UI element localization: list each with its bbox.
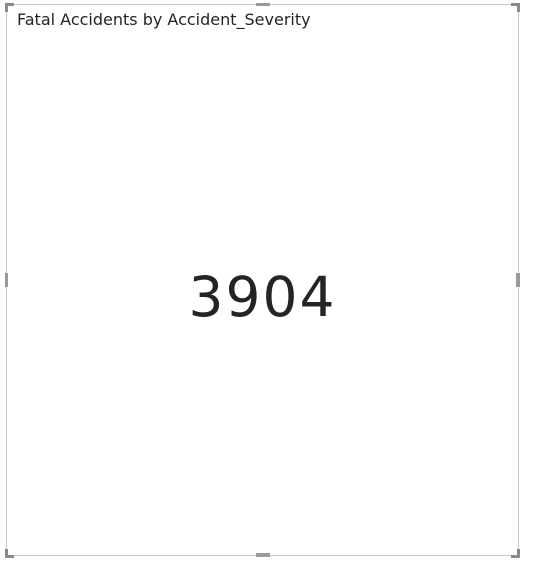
resize-handle-right[interactable] xyxy=(516,273,520,287)
resize-handle-top-left[interactable] xyxy=(5,3,14,12)
resize-handle-top[interactable] xyxy=(256,3,270,6)
resize-handle-left[interactable] xyxy=(5,273,8,287)
card-title: Fatal Accidents by Accident_Severity xyxy=(17,10,311,29)
resize-handle-top-right[interactable] xyxy=(511,3,520,12)
resize-handle-bottom[interactable] xyxy=(256,553,270,557)
card-visual[interactable]: Fatal Accidents by Accident_Severity 390… xyxy=(6,4,519,556)
card-value: 3904 xyxy=(188,265,337,329)
resize-handle-bottom-right[interactable] xyxy=(511,549,520,558)
resize-handle-bottom-left[interactable] xyxy=(5,549,14,558)
